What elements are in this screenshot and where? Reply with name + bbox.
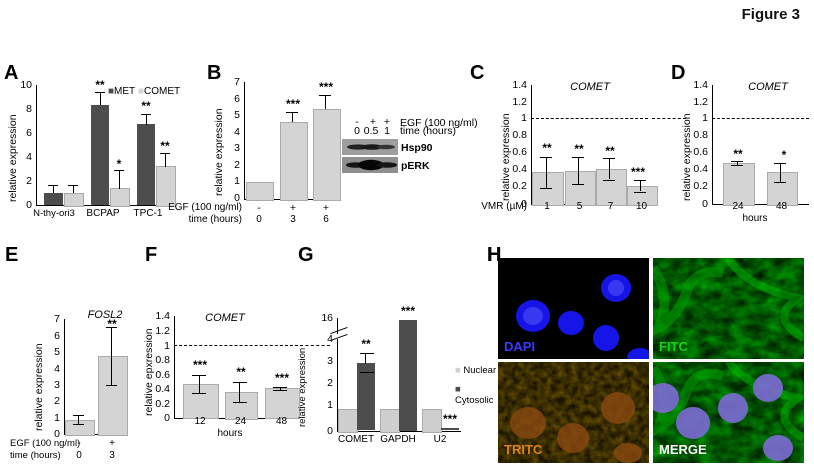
svg-text:TRITC: TRITC xyxy=(504,442,543,457)
svg-text:MERGE: MERGE xyxy=(659,442,707,457)
svg-text:FITC: FITC xyxy=(659,339,688,354)
svg-text:DAPI: DAPI xyxy=(504,339,535,354)
